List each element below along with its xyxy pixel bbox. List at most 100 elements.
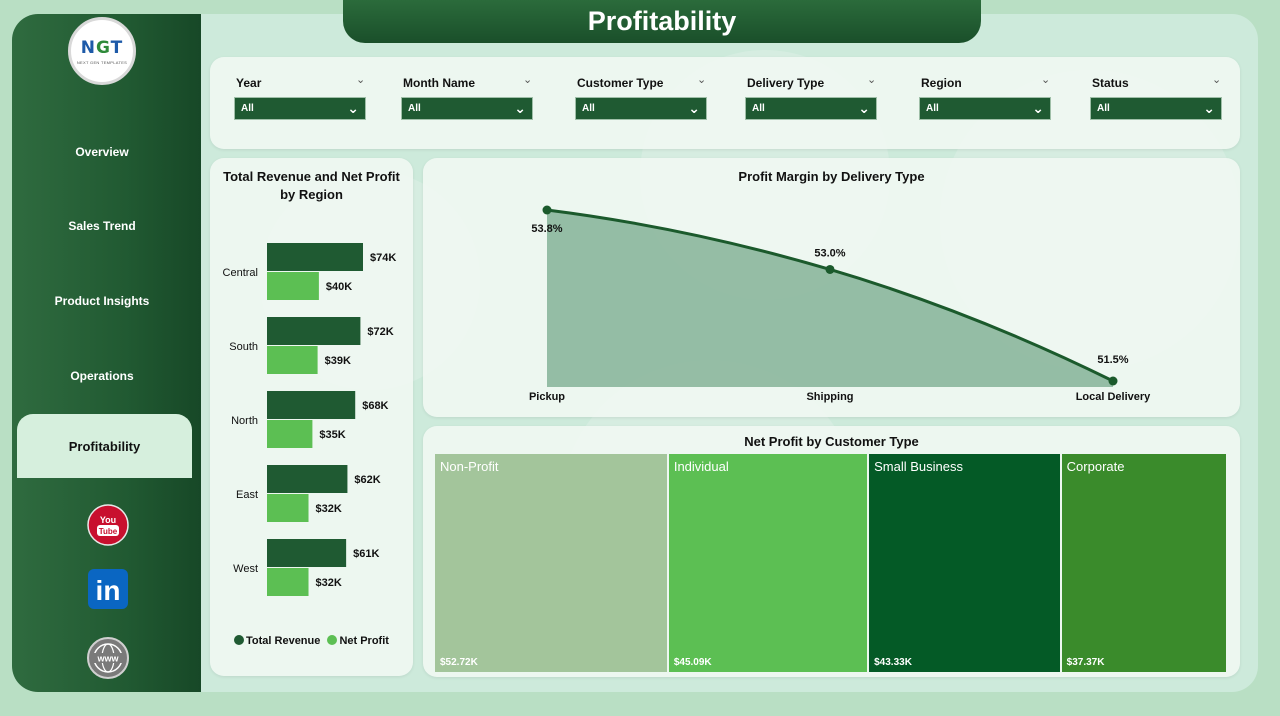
legend-swatch-profit xyxy=(327,635,338,645)
revenue-bar[interactable] xyxy=(267,539,347,567)
treemap-tile-value: $37.37K xyxy=(1066,657,1105,668)
revenue-data-label: $62K xyxy=(354,474,380,486)
profit-data-label: $32K xyxy=(316,577,342,589)
revenue-bar[interactable] xyxy=(267,465,348,493)
youtube-text-tube: Tube xyxy=(99,527,118,536)
filter-label: Customer Type xyxy=(577,76,664,90)
chevron-down-icon[interactable]: ⌄ xyxy=(867,74,877,86)
legend-profit: Net Profit xyxy=(339,635,389,647)
region-legend: Total Revenue Net Profit xyxy=(234,635,389,647)
nav-overview[interactable]: Overview xyxy=(75,145,129,159)
chevron-down-icon: ⌄ xyxy=(858,100,870,116)
chevron-down-icon[interactable]: ⌄ xyxy=(523,74,533,86)
margin-point[interactable] xyxy=(1108,376,1118,386)
chevron-down-icon: ⌄ xyxy=(1032,100,1044,116)
margin-tick-label: Local Delivery xyxy=(1076,391,1151,403)
treemap-title: Net Profit by Customer Type xyxy=(744,434,919,449)
website-text: www xyxy=(96,654,119,664)
chevron-down-icon[interactable]: ⌄ xyxy=(1212,74,1222,86)
revenue-data-label: $61K xyxy=(353,548,379,560)
profit-bar[interactable] xyxy=(267,346,318,374)
region-bar-chart: Central $74K $40K South $72K $39K North $68K $35… xyxy=(223,243,396,596)
nav-profitability[interactable]: Profitability xyxy=(17,414,192,478)
treemap-tile[interactable]: Non-Profit $52.72K xyxy=(435,454,667,672)
nav-product-insights[interactable]: Product Insights xyxy=(54,294,150,308)
status-select[interactable]: All ⌄ xyxy=(1090,97,1222,120)
profit-bar[interactable] xyxy=(267,568,309,596)
revenue-bar[interactable] xyxy=(267,317,361,345)
treemap-tile-label: Individual xyxy=(673,459,729,474)
margin-point[interactable] xyxy=(542,205,552,215)
region-category-label: East xyxy=(236,489,258,501)
nav-operations[interactable]: Operations xyxy=(70,369,134,383)
chevron-down-icon[interactable]: ⌄ xyxy=(1041,74,1051,86)
month-name-select[interactable]: All ⌄ xyxy=(401,97,533,120)
treemap-tile-label: Small Business xyxy=(874,459,963,474)
margin-data-label: 51.5% xyxy=(1097,354,1128,366)
treemap-panel: Net Profit by Customer Type Non-Profit $5… xyxy=(423,426,1240,677)
margin-area xyxy=(547,210,1113,387)
treemap-tile[interactable]: Corporate $37.37K xyxy=(1061,454,1226,672)
logo-subtext: NEXT GEN TEMPLATES xyxy=(76,59,128,65)
treemap-tile-label: Non-Profit xyxy=(440,459,499,474)
revenue-data-label: $74K xyxy=(370,252,396,264)
chevron-down-icon[interactable]: ⌄ xyxy=(697,74,707,86)
revenue-data-label: $72K xyxy=(367,326,393,338)
profit-bar[interactable] xyxy=(267,420,313,448)
legend-revenue: Total Revenue xyxy=(246,635,321,647)
region-select[interactable]: All ⌄ xyxy=(919,97,1051,120)
filters-panel: Year ⌄ All ⌄ Month Name ⌄ All ⌄ Customer T… xyxy=(210,57,1240,149)
profit-data-label: $35K xyxy=(319,429,345,441)
margin-point[interactable] xyxy=(825,264,835,274)
region-category-label: South xyxy=(229,341,258,353)
linkedin-text: in xyxy=(96,575,121,606)
linkedin-icon[interactable]: in xyxy=(87,568,129,610)
region-chart-panel: Total Revenue and Net Profit by Region C… xyxy=(210,158,413,676)
margin-tick-label: Shipping xyxy=(806,391,853,403)
region-chart-title: Total Revenue and Net Profit by Region xyxy=(223,169,400,202)
revenue-bar[interactable] xyxy=(267,391,356,419)
chevron-down-icon: ⌄ xyxy=(347,100,359,116)
nav-sales-trend[interactable]: Sales Trend xyxy=(68,219,136,233)
chevron-down-icon: ⌄ xyxy=(514,100,526,116)
revenue-data-label: $68K xyxy=(362,400,388,412)
margin-area-chart: 53.8% Pickup 53.0% Shipping 51.5% Local Deliv… xyxy=(529,205,1151,403)
website-icon[interactable]: www xyxy=(87,637,129,679)
customer-treemap: Non-Profit $52.72K Individual $45.09K Small … xyxy=(435,454,1226,672)
delivery-type-select[interactable]: All ⌄ xyxy=(745,97,877,120)
margin-tick-label: Pickup xyxy=(529,391,565,403)
revenue-bar[interactable] xyxy=(267,243,363,271)
profit-data-label: $32K xyxy=(316,503,342,515)
region-category-label: West xyxy=(233,563,258,575)
profit-bar[interactable] xyxy=(267,272,319,300)
chevron-down-icon: ⌄ xyxy=(688,100,700,116)
margin-data-label: 53.8% xyxy=(531,223,562,235)
filter-label: Status xyxy=(1092,76,1129,90)
ngt-logo[interactable]: NGT NEXT GEN TEMPLATES xyxy=(68,17,136,85)
margin-chart-title: Profit Margin by Delivery Type xyxy=(738,169,925,184)
youtube-icon[interactable]: You Tube xyxy=(87,504,129,546)
sidebar: NGT NEXT GEN TEMPLATES Overview Sales Tr… xyxy=(12,14,201,692)
treemap-tile-value: $43.33K xyxy=(874,657,912,668)
region-category-label: Central xyxy=(223,267,258,279)
treemap-tile[interactable]: Individual $45.09K xyxy=(668,454,868,672)
legend-swatch-revenue xyxy=(234,635,244,645)
margin-chart-panel: Profit Margin by Delivery Type 53.8% Pick… xyxy=(423,158,1240,417)
youtube-text-you: You xyxy=(100,515,116,525)
treemap-tile-value: $52.72K xyxy=(440,657,478,668)
treemap-tile-value: $45.09K xyxy=(673,657,712,668)
filter-label: Region xyxy=(921,76,962,90)
filter-label: Delivery Type xyxy=(747,76,825,90)
page-title: Profitability xyxy=(343,0,981,43)
treemap-tile[interactable]: Small Business $43.33K xyxy=(869,454,1060,672)
profit-data-label: $40K xyxy=(326,281,352,293)
chevron-down-icon[interactable]: ⌄ xyxy=(356,74,366,86)
year-select[interactable]: All ⌄ xyxy=(234,97,366,120)
chevron-down-icon: ⌄ xyxy=(1203,100,1215,116)
filter-label: Year xyxy=(236,76,262,90)
profit-bar[interactable] xyxy=(267,494,309,522)
logo-text: NGT xyxy=(80,37,124,58)
filter-label: Month Name xyxy=(403,76,475,90)
customer-type-select[interactable]: All ⌄ xyxy=(575,97,707,120)
profit-data-label: $39K xyxy=(325,355,351,367)
